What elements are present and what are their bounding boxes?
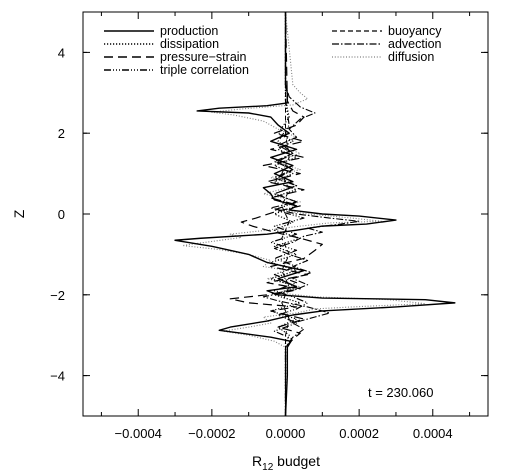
x-tick-label: 0.0000 xyxy=(266,426,306,441)
legend-label: pressure−strain xyxy=(160,50,247,64)
legend-label: diffusion xyxy=(388,50,434,64)
axis-tick-labels: −0.0004 −0.0002 0.0000 0.0002 0.0004 −4 −2 0 2 4 xyxy=(50,45,452,441)
x-tick-label: 0.0002 xyxy=(339,426,379,441)
y-tick-label: −2 xyxy=(50,288,65,303)
series-layer xyxy=(174,11,456,417)
x-tick-label: 0.0004 xyxy=(413,426,453,441)
legend-label: production xyxy=(160,24,218,38)
series-production xyxy=(174,12,456,417)
y-tick-label: 2 xyxy=(58,126,65,141)
x-tick-label: −0.0002 xyxy=(188,426,235,441)
legend-label: dissipation xyxy=(160,37,219,51)
x-axis-label: R12 budget xyxy=(252,453,320,473)
series-pressure-strain xyxy=(229,11,323,416)
time-annotation: t = 230.060 xyxy=(368,385,433,400)
series-triple-correlation xyxy=(270,12,309,416)
x-axis-label-suffix: budget xyxy=(273,453,320,469)
x-axis-label-main: R xyxy=(252,453,262,469)
x-axis-label-subscript: 12 xyxy=(262,462,274,473)
series-buoyancy xyxy=(281,12,290,416)
legend-label: triple correlation xyxy=(160,63,249,77)
legend-label: buoyancy xyxy=(388,24,442,38)
y-tick-label: 4 xyxy=(58,45,65,60)
y-tick-label: 0 xyxy=(58,207,65,222)
legend: productiondissipationpressure−straintrip… xyxy=(104,24,442,77)
y-axis-label: Z xyxy=(11,209,27,218)
x-tick-label: −0.0004 xyxy=(115,426,162,441)
axis-ticks xyxy=(83,12,488,416)
y-tick-label: −4 xyxy=(50,369,65,384)
legend-label: advection xyxy=(388,37,442,51)
series-dissipation xyxy=(270,12,301,416)
